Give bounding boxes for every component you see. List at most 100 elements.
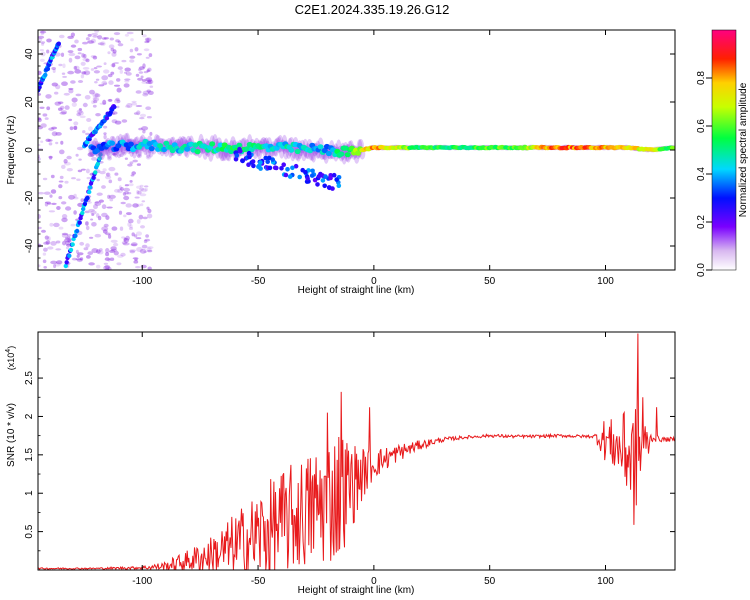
spectrogram-branch-point bbox=[297, 174, 303, 180]
spectrogram-scatter-point bbox=[114, 188, 120, 193]
spectrogram-scatter-point bbox=[44, 117, 49, 120]
spectrogram-scatter-point bbox=[98, 248, 103, 252]
spectrogram-branch-point bbox=[279, 166, 284, 171]
spectrogram-scatter-point bbox=[77, 80, 84, 83]
colorbar-tick-label: 0.0 bbox=[696, 263, 707, 277]
spectrogram-scatter-point bbox=[91, 100, 95, 105]
spectrogram-ytick-label: 40 bbox=[24, 48, 35, 60]
spectrogram-scatter-point bbox=[92, 35, 99, 38]
spectrogram-scatter-point bbox=[67, 70, 75, 75]
spectrogram-scatter-point bbox=[141, 81, 148, 84]
spectrogram-scatter-point bbox=[103, 262, 109, 265]
spectrogram-scatter-point bbox=[139, 193, 147, 197]
spectrogram-branch-point bbox=[323, 174, 328, 179]
spectrogram-scatter-point bbox=[41, 42, 45, 46]
spectrogram-scatter-point bbox=[122, 192, 127, 196]
spectrogram-scatter-point bbox=[64, 238, 71, 243]
spectrogram-scatter-point bbox=[38, 126, 43, 130]
spectrogram-scatter-point bbox=[113, 99, 121, 104]
spectrogram-scatter-point bbox=[44, 201, 49, 207]
spectrogram-scatter-point bbox=[73, 126, 78, 130]
spectrogram-scatter-point bbox=[80, 61, 86, 66]
spectrogram-track-point bbox=[43, 72, 48, 78]
spectrogram-scatter-point bbox=[78, 158, 82, 161]
spectrogram-ytick-label: 20 bbox=[24, 96, 35, 108]
spectrogram-scatter-point bbox=[42, 113, 48, 117]
spectrogram-scatter-point bbox=[85, 201, 92, 204]
spectrogram-ridge-point bbox=[317, 144, 324, 150]
spectrogram-ridge-point bbox=[325, 150, 332, 157]
spectrogram-scatter-point bbox=[90, 210, 97, 215]
colorbar: 0.0 0.2 0.4 0.6 0.8 Normalized spectral ampl… bbox=[696, 29, 749, 277]
spectrogram-scatter-point bbox=[96, 264, 101, 269]
snr-ytick-label: 1.5 bbox=[24, 447, 35, 461]
spectrogram-scatter-point bbox=[47, 202, 52, 205]
spectrogram-scatter-point bbox=[77, 52, 82, 55]
spectrogram-scatter-point bbox=[134, 266, 141, 269]
spectrogram-scatter-point bbox=[147, 266, 152, 270]
spectrogram-scatter-point bbox=[96, 192, 103, 196]
spectrogram-scatter-point bbox=[74, 65, 80, 70]
spectrogram-scatter-point bbox=[57, 101, 64, 104]
spectrogram-scatter-point bbox=[65, 206, 72, 211]
snr-xtick-label: -100 bbox=[132, 576, 152, 587]
colorbar-tick-label: 0.8 bbox=[696, 71, 707, 85]
spectrogram-scatter-point bbox=[133, 111, 140, 115]
spectrogram-scatter-point bbox=[55, 84, 61, 90]
spectrogram-scatter-point bbox=[119, 69, 124, 74]
spectrogram-scatter-point bbox=[148, 90, 154, 95]
spectrogram-scatter-point bbox=[68, 57, 73, 63]
spectrogram-scatter-point bbox=[67, 236, 71, 239]
spectrogram-scatter-point bbox=[101, 212, 108, 218]
spectrogram-scatter-point bbox=[108, 234, 112, 239]
spectrogram-scatter-point bbox=[146, 116, 152, 119]
spectrogram-scatter-point bbox=[76, 258, 83, 263]
spectrogram-scatter-point bbox=[117, 188, 123, 194]
spectrogram-scatter-point bbox=[136, 185, 142, 189]
spectrogram-scatter-point bbox=[131, 100, 137, 103]
spectrogram-ridge-point bbox=[355, 150, 362, 156]
spectrogram-scatter-point bbox=[116, 105, 120, 109]
spectrogram-scatter-point bbox=[67, 50, 74, 54]
spectrogram-scatter-point bbox=[98, 199, 104, 203]
spectrogram-scatter-point bbox=[75, 153, 79, 157]
spectrogram-scatter-point bbox=[50, 260, 57, 265]
spectrogram-scatter-point bbox=[97, 42, 105, 46]
spectrogram-scatter-point bbox=[129, 224, 133, 229]
spectrogram-scatter-point bbox=[102, 99, 107, 105]
spectrogram-scatter-point bbox=[95, 249, 101, 254]
spectrogram-scatter-point bbox=[65, 240, 70, 246]
spectrogram-scatter-point bbox=[40, 30, 45, 36]
spectrogram-scatter-point bbox=[86, 176, 91, 180]
spectrogram-scatter-point bbox=[129, 161, 134, 165]
spectrogram-scatter-point bbox=[130, 174, 135, 177]
spectrogram-scatter-point bbox=[124, 191, 129, 195]
spectrogram-scatter-point bbox=[82, 67, 90, 70]
snr-series-line bbox=[38, 333, 675, 570]
spectrogram-xtick-label: 100 bbox=[597, 276, 614, 287]
spectrogram-scatter-point bbox=[108, 80, 114, 85]
spectrogram-scatter-point bbox=[47, 246, 54, 250]
spectrogram-scatter-point bbox=[139, 117, 145, 120]
spectrogram-scatter-point bbox=[75, 258, 82, 261]
spectrogram-scatter-point bbox=[120, 201, 126, 205]
spectrogram-scatter-point bbox=[62, 75, 67, 78]
spectrogram-scatter-point bbox=[70, 80, 76, 84]
spectrogram-branch-point bbox=[266, 155, 272, 161]
spectrogram-scatter-point bbox=[121, 236, 126, 239]
spectrogram-scatter-point bbox=[135, 105, 143, 107]
spectrogram-scatter-point bbox=[138, 127, 143, 131]
spectrogram-track-point bbox=[67, 253, 72, 258]
spectrogram-branch-point bbox=[320, 178, 326, 183]
spectrogram-scatter-point bbox=[113, 250, 119, 256]
spectrogram-scatter-point bbox=[77, 252, 84, 256]
spectrogram-scatter-point bbox=[145, 234, 150, 238]
spectrogram-scatter-point bbox=[80, 74, 85, 79]
spectrogram-scatter-point bbox=[91, 222, 97, 227]
spectrogram-scatter-point bbox=[131, 102, 138, 106]
spectrogram-scatter-point bbox=[95, 113, 101, 117]
spectrogram-scatter-point bbox=[126, 103, 133, 108]
spectrogram-scatter-point bbox=[85, 37, 90, 41]
spectrogram-scatter-point bbox=[90, 68, 95, 71]
spectrogram-scatter-point bbox=[143, 48, 150, 52]
